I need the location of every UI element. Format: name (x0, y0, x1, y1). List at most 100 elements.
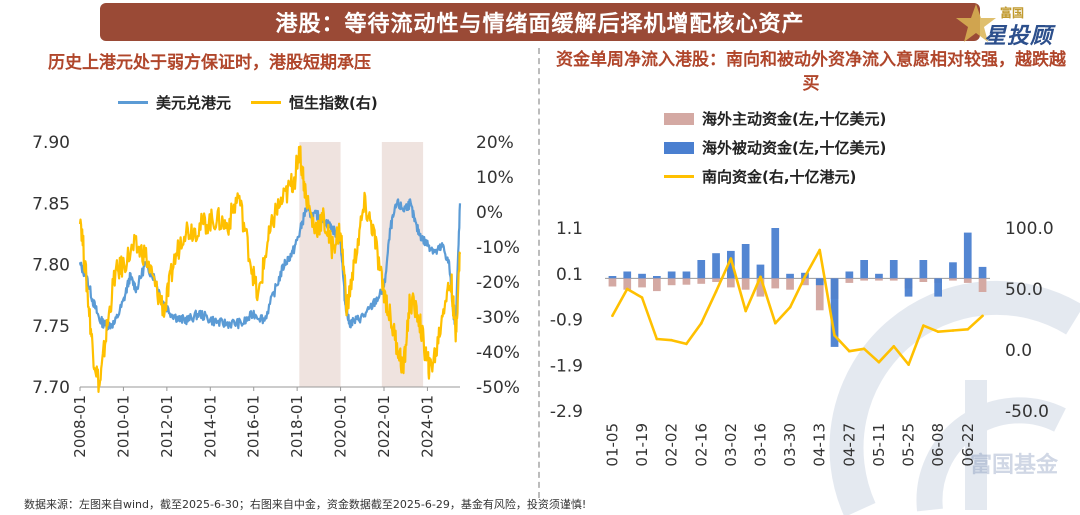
usd-hkd-line (78, 198, 462, 332)
southbound-point-17 (862, 347, 866, 351)
legend-hsi: 恒生指数(右) (251, 92, 378, 113)
right-left-y-tick-4: -2.9 (550, 402, 583, 422)
passive-fund-bar-4 (667, 271, 676, 279)
right-right-y-tick-2: 0.0 (1005, 341, 1032, 361)
right-y-tick-3: -10% (476, 238, 520, 258)
active-fund-bar-13 (801, 278, 809, 286)
brand-logo: 富国 星投顾 (952, 0, 1080, 50)
southbound-point-0 (611, 314, 614, 318)
right-x-tick-8: 04-27 (840, 423, 858, 467)
right-chart: 1.1 0.1 -0.9 -1.9 -2.9 100.0 50.0 0.0 -50.0 01-05… (550, 219, 1054, 467)
southbound-point-3 (655, 337, 659, 341)
passive-fund-bar-2 (638, 273, 646, 279)
active-fund-bar-5 (682, 278, 691, 285)
southbound-point-8 (729, 257, 733, 260)
shaded-period-1 (381, 142, 424, 387)
right-right-y-tick-0: 100.0 (1005, 219, 1054, 239)
banner-title: 港股：等待流动性与情绪面缓解后择机增配核心资产 (275, 12, 805, 37)
passive-fund-bar-0 (608, 276, 617, 279)
passive-fund-bar-24 (963, 232, 972, 279)
passive-fund-bar-1 (623, 271, 632, 279)
right-x-tick-10: 05-25 (900, 423, 918, 467)
active-fund-bar-2 (638, 278, 646, 288)
passive-fund-bar-11 (771, 228, 780, 279)
active-fund-bar-1 (623, 278, 632, 290)
southbound-point-24 (966, 328, 970, 331)
legend-active-fund: 海外主动资金(左,十亿美元) (664, 104, 886, 133)
right-x-tick-11: 06-08 (929, 423, 947, 467)
right-x-tick-12: 06-22 (959, 423, 977, 467)
passive-fund-bar-9 (741, 244, 750, 279)
panel-divider (538, 48, 540, 498)
active-fund-bar-10 (756, 278, 765, 297)
southbound-point-10 (759, 275, 762, 279)
right-x-tick-1: 01-19 (633, 423, 651, 467)
active-fund-bar-7 (712, 278, 720, 282)
legend-southbound: 南向资金(右,十亿港元) (664, 162, 886, 191)
active-fund-bar-9 (741, 278, 750, 290)
right-y-tick-5: -30% (476, 308, 520, 328)
passive-fund-bar-16 (845, 271, 854, 279)
southbound-point-25 (981, 314, 984, 318)
left-legend: 美元兑港元 恒生指数(右) (118, 92, 378, 113)
right-y-tick-1: 10% (476, 168, 514, 188)
left-chart-title: 历史上港元处于弱方保证时，港股短期承压 (48, 53, 371, 73)
right-x-tick-0: 01-05 (603, 423, 621, 467)
southbound-point-12 (788, 306, 792, 309)
southbound-point-15 (833, 334, 836, 337)
legend-box-passive (664, 141, 694, 154)
passive-fund-bar-21 (919, 260, 928, 279)
right-x-tick-5: 03-16 (751, 423, 769, 467)
passive-fund-bar-3 (653, 276, 661, 279)
active-fund-bar-23 (949, 278, 957, 281)
active-fund-bar-0 (608, 278, 617, 287)
right-x-tick-2: 02-02 (663, 423, 681, 467)
passive-fund-bar-19 (889, 260, 898, 279)
southbound-point-11 (774, 321, 777, 325)
southbound-point-20 (907, 363, 910, 366)
right-y-tick-0: 20% (476, 133, 514, 153)
active-fund-bar-19 (889, 278, 898, 281)
right-x-tick-7: 04-13 (811, 423, 829, 467)
southbound-point-6 (700, 321, 703, 325)
right-legend: 海外主动资金(左,十亿美元) 海外被动资金(左,十亿美元) 南向资金(右,十亿港… (664, 104, 886, 191)
logo-top-text: 富国 (1000, 6, 1025, 20)
right-y-tick-7: -50% (476, 378, 520, 398)
legend-label-usd-hkd: 美元兑港元 (156, 94, 232, 112)
legend-passive-fund: 海外被动资金(左,十亿美元) (664, 133, 886, 162)
right-x-tick-3: 02-16 (692, 423, 710, 467)
active-fund-bar-6 (697, 278, 706, 284)
passive-fund-bar-18 (875, 273, 883, 279)
legend-line-hsi (251, 101, 282, 104)
legend-label-southbound: 南向资金(右,十亿港元) (702, 168, 857, 186)
star-icon (956, 4, 996, 42)
left-chart: 7.90 7.85 7.80 7.75 7.70 20% 10% 0% -10% -20% -30%… (32, 133, 520, 458)
southbound-point-19 (892, 345, 896, 348)
data-source-note: 数据来源：左图来自wind，截至2025-6-30；右图来自中金，资金数据截至2… (24, 498, 587, 511)
left-x-tick-4: 2016-01 (245, 395, 263, 458)
shaded-period-0 (299, 142, 341, 387)
right-y-tick-4: -20% (476, 273, 520, 293)
left-y-tick-3: 7.75 (32, 317, 70, 337)
passive-fund-bar-5 (682, 271, 691, 279)
left-y-tick-0: 7.90 (32, 133, 70, 153)
right-left-y-tick-1: 0.1 (556, 265, 583, 285)
right-y-tick-6: -40% (476, 343, 520, 363)
southbound-point-23 (951, 329, 955, 332)
southbound-point-2 (640, 296, 644, 299)
southbound-point-9 (744, 309, 747, 313)
active-fund-bar-17 (860, 278, 868, 281)
southbound-point-16 (848, 349, 851, 353)
passive-fund-bar-12 (786, 273, 794, 279)
left-y-tick-1: 7.85 (32, 194, 70, 214)
southbound-point-1 (625, 287, 629, 291)
right-left-y-tick-0: 1.1 (556, 219, 583, 239)
left-x-tick-5: 2018-01 (288, 395, 306, 458)
hsi-line (78, 145, 462, 393)
right-left-y-tick-2: -0.9 (550, 311, 583, 331)
legend-label-active: 海外主动资金(左,十亿美元) (702, 110, 887, 128)
right-right-y-tick-3: -50.0 (1005, 402, 1049, 422)
legend-usd-hkd: 美元兑港元 (118, 92, 231, 113)
right-x-tick-9: 05-11 (870, 423, 888, 467)
right-left-y-tick-3: -1.9 (550, 356, 583, 376)
